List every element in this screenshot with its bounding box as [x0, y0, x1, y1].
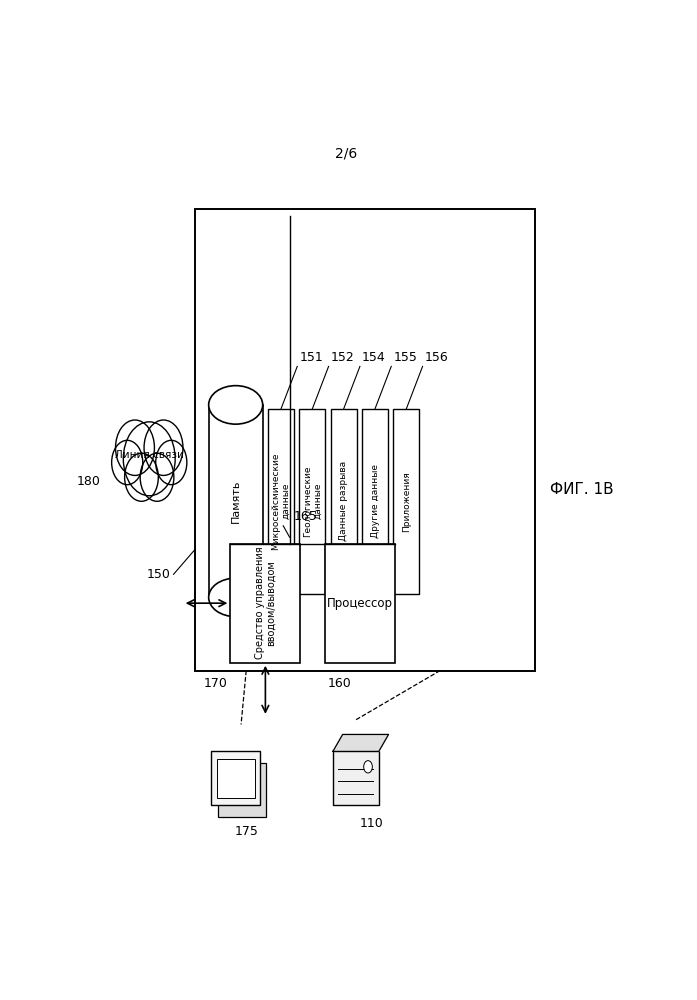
- Bar: [393, 409, 420, 594]
- Circle shape: [125, 453, 158, 501]
- Text: 150: 150: [147, 568, 171, 581]
- Text: 151: 151: [300, 351, 323, 364]
- Text: Процессор: Процессор: [327, 597, 393, 610]
- Bar: [211, 751, 260, 805]
- Bar: [218, 763, 266, 817]
- Text: 110: 110: [360, 817, 383, 830]
- Ellipse shape: [208, 386, 263, 424]
- Bar: [217, 759, 254, 798]
- Text: 152: 152: [331, 351, 355, 364]
- Bar: [325, 544, 395, 663]
- Bar: [195, 209, 535, 671]
- Text: Данные разрыва: Данные разрыва: [339, 461, 348, 541]
- Text: 2/6: 2/6: [335, 147, 358, 161]
- Text: 154: 154: [362, 351, 386, 364]
- Circle shape: [144, 420, 183, 475]
- Text: Приложения: Приложения: [402, 471, 411, 532]
- Text: 155: 155: [393, 351, 418, 364]
- Bar: [333, 751, 379, 805]
- Bar: [230, 544, 300, 663]
- Text: Микросейсмические
данные: Микросейсмические данные: [271, 452, 291, 550]
- Text: ФИГ. 1В: ФИГ. 1В: [549, 482, 613, 497]
- Text: 165: 165: [293, 510, 317, 523]
- Circle shape: [140, 453, 174, 501]
- Ellipse shape: [208, 578, 263, 617]
- Text: Линия связи: Линия связи: [115, 450, 184, 460]
- Bar: [208, 405, 263, 597]
- Bar: [268, 409, 294, 594]
- Text: 156: 156: [424, 351, 448, 364]
- Text: 180: 180: [77, 475, 100, 488]
- Text: Средство управления
вводом/выводом: Средство управления вводом/выводом: [254, 547, 276, 659]
- Circle shape: [112, 440, 143, 485]
- Text: 160: 160: [328, 677, 351, 690]
- Text: Память: Память: [231, 479, 240, 523]
- Polygon shape: [333, 734, 388, 751]
- Circle shape: [364, 761, 372, 773]
- Bar: [331, 409, 357, 594]
- Circle shape: [116, 420, 155, 475]
- Circle shape: [123, 422, 175, 496]
- Bar: [300, 409, 325, 594]
- Text: Другие данные: Другие данные: [371, 464, 380, 538]
- Bar: [362, 409, 388, 594]
- Text: 175: 175: [234, 825, 259, 838]
- Circle shape: [155, 440, 187, 485]
- Text: 170: 170: [204, 677, 227, 690]
- Text: Геологические
данные: Геологические данные: [302, 465, 322, 537]
